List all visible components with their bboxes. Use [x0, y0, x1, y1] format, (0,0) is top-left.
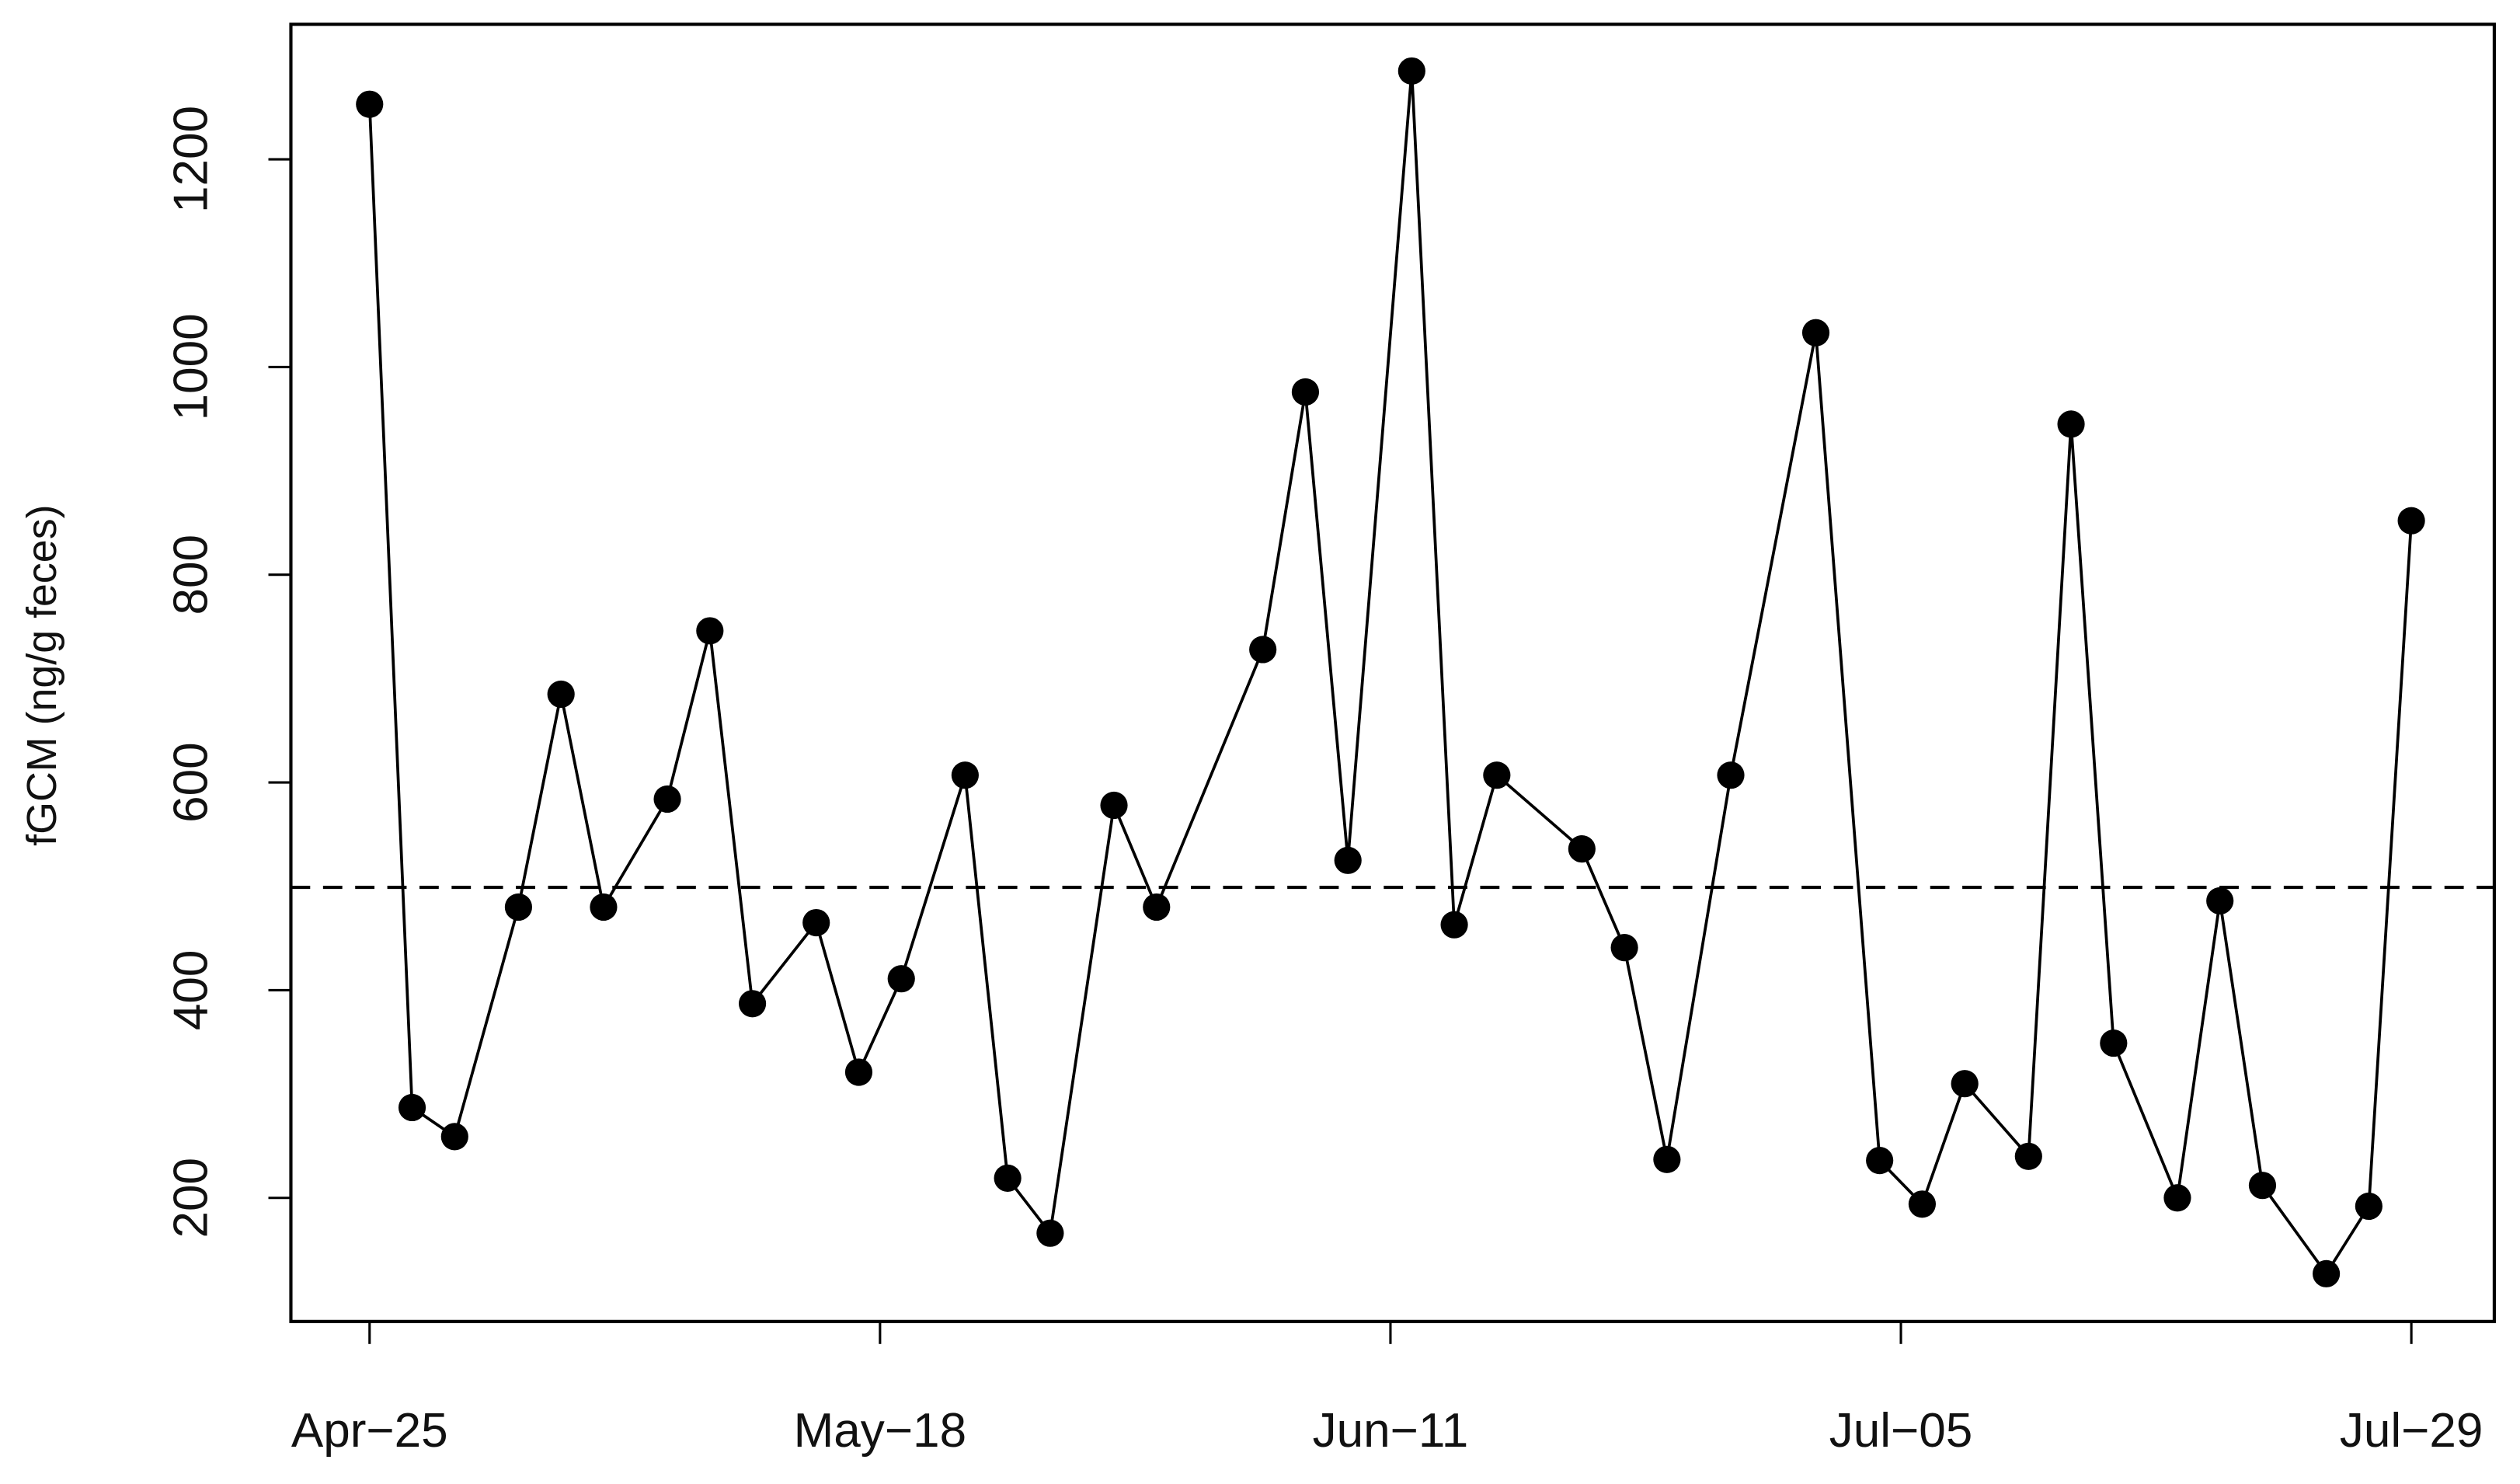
- y-tick-label: 400: [165, 950, 218, 1031]
- data-point: [887, 965, 915, 993]
- data-point: [1951, 1070, 1979, 1098]
- y-tick-label: 800: [165, 535, 218, 615]
- data-point: [1291, 378, 1320, 406]
- data-point: [1866, 1147, 1894, 1175]
- data-point: [802, 908, 830, 937]
- data-point: [2206, 887, 2234, 915]
- data-point: [738, 990, 767, 1018]
- data-point: [504, 893, 533, 921]
- data-point: [951, 761, 979, 789]
- data-point: [1483, 761, 1511, 789]
- x-tick-label: Apr−25: [291, 1404, 448, 1458]
- data-point: [1249, 636, 1277, 664]
- data-point: [2057, 410, 2085, 438]
- data-point: [1397, 57, 1425, 85]
- data-point: [2355, 1192, 2383, 1221]
- data-point: [356, 90, 384, 118]
- data-point: [2014, 1142, 2042, 1170]
- data-point: [440, 1123, 468, 1151]
- data-point: [1100, 791, 1128, 820]
- x-tick-label: Jul−05: [1829, 1404, 1973, 1458]
- data-point: [1908, 1190, 1936, 1218]
- data-point: [1653, 1145, 1681, 1173]
- x-tick-label: Jul−29: [2340, 1404, 2483, 1458]
- data-line: [367, 71, 2413, 1277]
- data-point: [398, 1093, 426, 1122]
- data-point: [2248, 1172, 2277, 1200]
- data-point: [994, 1164, 1022, 1192]
- data-point: [1334, 846, 1362, 874]
- data-point: [1440, 911, 1468, 939]
- y-tick-label: 1000: [165, 313, 218, 420]
- data-point: [1717, 761, 1745, 789]
- data-point: [1568, 835, 1596, 863]
- data-point: [2163, 1184, 2191, 1212]
- data-point: [653, 785, 681, 813]
- data-point: [1036, 1219, 1064, 1247]
- data-point: [1610, 934, 1638, 962]
- x-tick-label: Jun−11: [1313, 1404, 1469, 1458]
- y-tick-label: 200: [165, 1158, 218, 1238]
- plot-frame: [289, 23, 2496, 1323]
- data-point: [2100, 1029, 2128, 1057]
- x-tick-label: May−18: [794, 1404, 966, 1458]
- data-point: [696, 617, 724, 645]
- y-axis-label: fGCM (ng/g feces): [19, 504, 65, 845]
- data-point: [2397, 507, 2425, 535]
- data-point: [590, 893, 618, 921]
- y-tick-label: 600: [165, 742, 218, 823]
- data-point: [2313, 1259, 2341, 1287]
- data-point: [1801, 319, 1830, 347]
- y-tick-label: 1200: [165, 106, 218, 213]
- data-point: [547, 680, 575, 709]
- data-point: [844, 1058, 873, 1086]
- data-point: [1143, 893, 1171, 921]
